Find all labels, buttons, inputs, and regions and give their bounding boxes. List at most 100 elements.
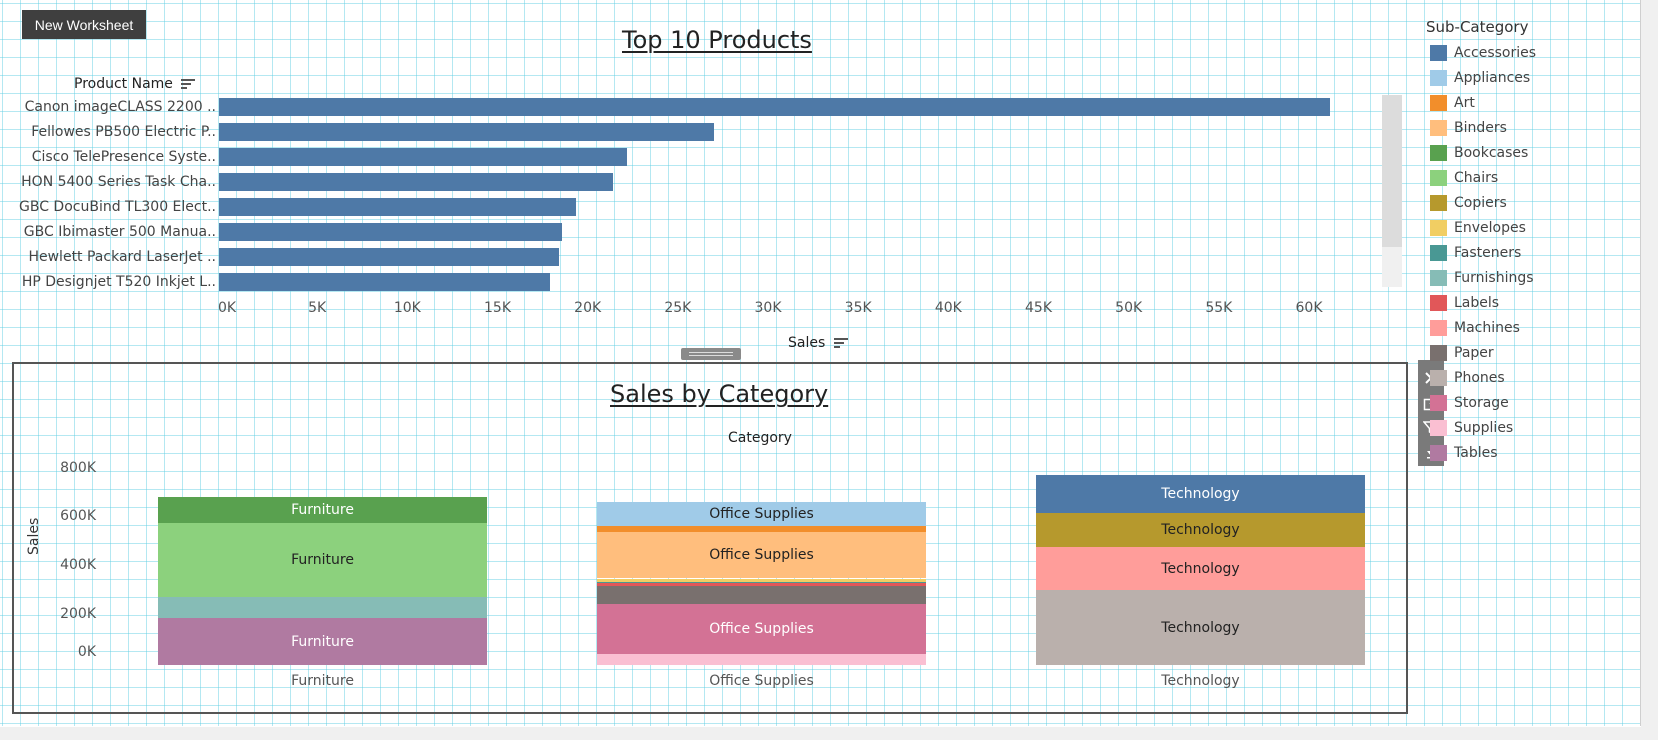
legend-item-label: Storage bbox=[1454, 395, 1509, 411]
y-axis-tick-label: 400K bbox=[60, 557, 96, 573]
resize-handle[interactable] bbox=[681, 348, 741, 360]
stacked-segment-machines[interactable] bbox=[1036, 547, 1365, 591]
segment-label: Office Supplies bbox=[709, 620, 814, 637]
legend-swatch bbox=[1430, 195, 1447, 211]
stacked-segment-accessories[interactable] bbox=[1036, 475, 1365, 514]
product-sales-bar[interactable] bbox=[219, 98, 1330, 116]
stacked-segment-binders[interactable] bbox=[597, 532, 926, 579]
top-chart-scroll-thumb[interactable] bbox=[1382, 95, 1402, 247]
new-worksheet-button[interactable]: New Worksheet bbox=[22, 10, 146, 39]
legend-item-appliances[interactable]: Appliances bbox=[1430, 69, 1530, 87]
x-axis-tick-label: 0K bbox=[217, 300, 237, 316]
x-axis-tick-label: 55K bbox=[1205, 300, 1233, 316]
product-sales-bar[interactable] bbox=[219, 248, 559, 266]
horizontal-scrollbar[interactable] bbox=[0, 727, 1641, 740]
legend-item-label: Supplies bbox=[1454, 420, 1514, 436]
stacked-segment-labels[interactable] bbox=[597, 582, 926, 586]
product-row-label[interactable]: GBC DocuBind TL300 Elect.. bbox=[18, 199, 216, 215]
legend-swatch bbox=[1430, 170, 1447, 186]
stacked-segment-tables[interactable] bbox=[158, 618, 487, 665]
legend-swatch bbox=[1430, 295, 1447, 311]
y-axis-tick-label: 200K bbox=[60, 606, 96, 622]
legend-item-paper[interactable]: Paper bbox=[1430, 344, 1494, 362]
legend-item-phones[interactable]: Phones bbox=[1430, 369, 1505, 387]
legend-swatch bbox=[1430, 345, 1447, 361]
product-row-label[interactable]: Cisco TelePresence Syste.. bbox=[31, 149, 216, 165]
legend-item-binders[interactable]: Binders bbox=[1430, 119, 1507, 137]
legend-item-label: Appliances bbox=[1454, 70, 1531, 86]
stacked-segment-bookcases[interactable] bbox=[158, 496, 487, 523]
product-row-label[interactable]: Canon imageCLASS 2200 .. bbox=[24, 99, 216, 115]
legend-item-labels[interactable]: Labels bbox=[1430, 294, 1499, 312]
sort-icon[interactable] bbox=[833, 337, 848, 349]
product-sales-bar[interactable] bbox=[219, 123, 714, 141]
segment-label: Office Supplies bbox=[709, 547, 814, 564]
product-row-label[interactable]: HP Designjet T520 Inkjet L.. bbox=[21, 274, 216, 290]
legend-item-label: Art bbox=[1454, 95, 1475, 111]
stacked-segment-supplies[interactable] bbox=[597, 654, 926, 665]
legend-item-fasteners[interactable]: Fasteners bbox=[1430, 244, 1521, 262]
stacked-segment-envelopes[interactable] bbox=[597, 578, 926, 583]
category-axis-label: Furniture bbox=[291, 673, 354, 689]
stacked-segment-copiers[interactable] bbox=[1036, 513, 1365, 548]
category-axis-label: Office Supplies bbox=[709, 673, 814, 689]
legend-item-label: Furnishings bbox=[1454, 270, 1534, 286]
sales-axis-title[interactable]: Sales bbox=[788, 335, 848, 351]
legend-item-label: Copiers bbox=[1454, 195, 1507, 211]
legend-swatch bbox=[1430, 70, 1447, 86]
product-row-label[interactable]: GBC Ibimaster 500 Manua.. bbox=[23, 224, 216, 240]
product-name-header[interactable]: Product Name bbox=[74, 76, 196, 92]
legend-item-chairs[interactable]: Chairs bbox=[1430, 169, 1498, 187]
legend-item-furnishings[interactable]: Furnishings bbox=[1430, 269, 1534, 287]
product-sales-bar[interactable] bbox=[219, 173, 613, 191]
segment-label: Office Supplies bbox=[709, 505, 814, 522]
segment-label: Technology bbox=[1161, 619, 1240, 636]
x-axis-tick-label: 5K bbox=[308, 300, 327, 316]
stacked-segment-phones[interactable] bbox=[1036, 590, 1365, 665]
product-row-label[interactable]: HON 5400 Series Task Cha.. bbox=[21, 174, 216, 190]
x-axis-tick-label: 20K bbox=[574, 300, 602, 316]
stacked-segment-paper[interactable] bbox=[597, 585, 926, 604]
product-sales-bar[interactable] bbox=[219, 148, 627, 166]
stacked-segment-fasteners[interactable] bbox=[597, 582, 926, 583]
stacked-segment-art[interactable] bbox=[597, 526, 926, 533]
x-axis-tick-label: 60K bbox=[1295, 300, 1323, 316]
legend-item-label: Machines bbox=[1454, 320, 1520, 336]
vertical-scrollbar[interactable] bbox=[1641, 0, 1658, 740]
stacked-segment-chairs[interactable] bbox=[158, 522, 487, 598]
legend-item-accessories[interactable]: Accessories bbox=[1430, 44, 1536, 62]
legend-swatch bbox=[1430, 95, 1447, 111]
stacked-segment-appliances[interactable] bbox=[597, 501, 926, 527]
legend-item-label: Labels bbox=[1454, 295, 1500, 311]
segment-label: Furniture bbox=[291, 501, 354, 518]
legend-item-tables[interactable]: Tables bbox=[1430, 444, 1498, 462]
legend-swatch bbox=[1430, 445, 1447, 461]
legend-item-bookcases[interactable]: Bookcases bbox=[1430, 144, 1528, 162]
stacked-segment-storage[interactable] bbox=[597, 603, 926, 655]
legend-item-supplies[interactable]: Supplies bbox=[1430, 419, 1513, 437]
product-sales-bar[interactable] bbox=[219, 223, 562, 241]
legend-swatch bbox=[1430, 370, 1447, 386]
product-sales-bar[interactable] bbox=[219, 198, 576, 216]
product-row-label[interactable]: Hewlett Packard LaserJet .. bbox=[28, 249, 216, 265]
product-name-header-label: Product Name bbox=[74, 76, 173, 92]
x-axis-tick-label: 40K bbox=[934, 300, 962, 316]
product-row-label[interactable]: Fellowes PB500 Electric P.. bbox=[31, 124, 216, 140]
legend-item-label: Fasteners bbox=[1454, 245, 1522, 261]
x-axis-tick-label: 45K bbox=[1025, 300, 1052, 316]
legend-item-machines[interactable]: Machines bbox=[1430, 319, 1520, 337]
x-axis-tick-label: 50K bbox=[1115, 300, 1143, 316]
product-sales-bar[interactable] bbox=[219, 273, 550, 291]
legend-item-label: Tables bbox=[1454, 445, 1498, 461]
legend-item-art[interactable]: Art bbox=[1430, 94, 1475, 112]
x-axis-tick-label: 30K bbox=[754, 300, 782, 316]
legend-item-storage[interactable]: Storage bbox=[1430, 394, 1509, 412]
legend-item-label: Accessories bbox=[1454, 45, 1537, 61]
legend-item-envelopes[interactable]: Envelopes bbox=[1430, 219, 1526, 237]
stacked-segment-furnishings[interactable] bbox=[158, 597, 487, 618]
y-axis-tick-label: 800K bbox=[60, 460, 96, 476]
legend-item-copiers[interactable]: Copiers bbox=[1430, 194, 1507, 212]
legend-item-label: Binders bbox=[1454, 120, 1507, 136]
sort-icon[interactable] bbox=[181, 78, 196, 90]
legend-swatch bbox=[1430, 145, 1447, 161]
